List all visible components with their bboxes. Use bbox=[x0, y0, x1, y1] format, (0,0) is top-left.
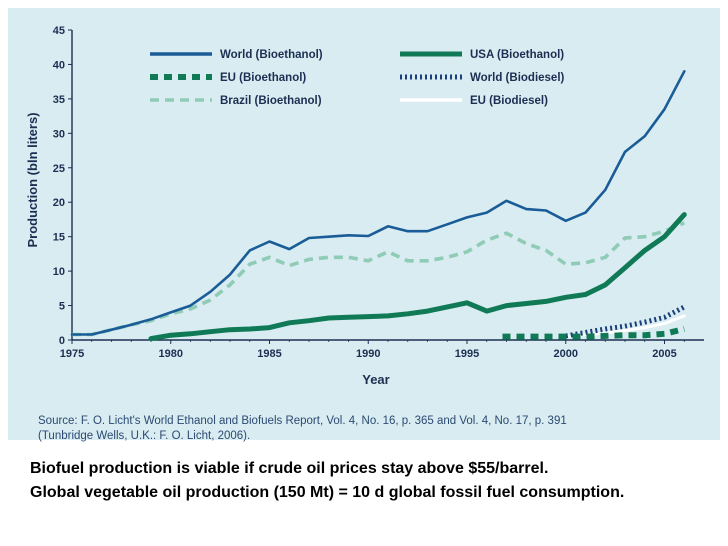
y-tick-label-15: 15 bbox=[53, 232, 65, 244]
legend-label-world-biodiesel: World (Biodiesel) bbox=[470, 72, 565, 84]
series-line-world-biodiesel bbox=[565, 304, 686, 339]
axes: 0 5 10 15 20 25 30 35 40 45 1975 1980 1985 1990 1995 20… bbox=[53, 25, 704, 360]
y-tick-label-40: 40 bbox=[53, 59, 65, 71]
y-tick-label-0: 0 bbox=[59, 335, 65, 347]
source-line-2: (Tunbridge Wells, U.K.: F. O. Licht, 200… bbox=[38, 430, 251, 442]
y-tick-label-25: 25 bbox=[53, 163, 65, 175]
series-line-usa-bioethanol bbox=[148, 212, 687, 342]
x-tick-label-1990: 1990 bbox=[356, 348, 380, 360]
caption-line-2: Global vegetable oil production (150 Mt)… bbox=[30, 484, 625, 501]
series-line-world-bioethanol bbox=[70, 69, 686, 336]
y-tick-label-5: 5 bbox=[59, 301, 65, 313]
x-tick-label-1980: 1980 bbox=[159, 348, 183, 360]
y-tick-label-30: 30 bbox=[53, 128, 65, 140]
series-lines bbox=[70, 69, 687, 342]
legend-label-world-bioethanol: World (Bioethanol) bbox=[220, 49, 323, 61]
x-tick-label-2005: 2005 bbox=[652, 348, 676, 360]
caption-line-1: Biofuel production is viable if crude oi… bbox=[30, 460, 549, 477]
legend-label-usa-bioethanol: USA (Bioethanol) bbox=[470, 49, 564, 61]
chart-panel: 0 5 10 15 20 25 30 35 40 45 1975 1980 1985 1990 1995 20… bbox=[8, 8, 720, 442]
series-line-eu-biodiesel bbox=[564, 314, 686, 339]
series-line-brazil-bioethanol bbox=[72, 221, 685, 337]
biofuel-production-chart: 0 5 10 15 20 25 30 35 40 45 1975 1980 1985 1990 1995 20… bbox=[25, 25, 704, 387]
x-tick-label-2000: 2000 bbox=[554, 348, 578, 360]
y-tick-label-35: 35 bbox=[53, 94, 65, 106]
legend-label-brazil-bioethanol: Brazil (Bioethanol) bbox=[220, 95, 322, 107]
source-line-1: Source: F. O. Licht's World Ethanol and … bbox=[38, 415, 567, 427]
legend-label-eu-bioethanol: EU (Bioethanol) bbox=[220, 72, 306, 84]
x-tick-label-1975: 1975 bbox=[60, 348, 84, 360]
y-tick-label-45: 45 bbox=[53, 25, 65, 37]
source-note: Source: F. O. Licht's World Ethanol and … bbox=[38, 414, 718, 444]
caption: Biofuel production is viable if crude oi… bbox=[30, 460, 710, 508]
x-tick-label-1985: 1985 bbox=[257, 348, 281, 360]
y-tick-label-20: 20 bbox=[53, 197, 65, 209]
y-axis-title: Production (bln liters) bbox=[25, 112, 40, 247]
x-tick-label-1995: 1995 bbox=[455, 348, 479, 360]
y-tick-label-10: 10 bbox=[53, 266, 65, 278]
x-axis-title: Year bbox=[362, 372, 389, 387]
series-line-eu-bioethanol bbox=[502, 326, 686, 340]
legend: World (Bioethanol) EU (Bioethanol) Brazil … bbox=[150, 49, 565, 107]
legend-label-eu-biodiesel: EU (Biodiesel) bbox=[470, 95, 548, 107]
